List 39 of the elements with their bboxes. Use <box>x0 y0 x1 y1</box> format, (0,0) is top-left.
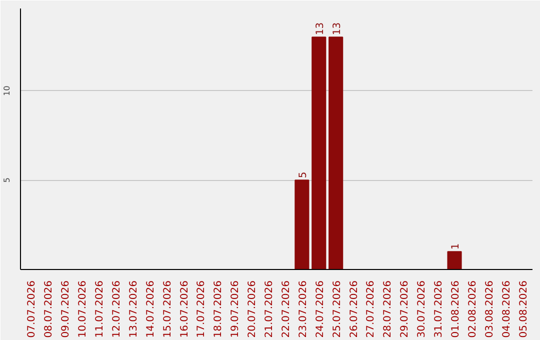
x-tick-label: 31.07.2026 <box>434 280 445 338</box>
x-tick-label: 27.07.2026 <box>366 280 377 338</box>
data-label: 1 <box>450 243 462 250</box>
x-tick-label: 24.07.2026 <box>314 280 326 338</box>
x-tick-label: 09.07.2026 <box>60 280 72 338</box>
x-tick-label: 13.07.2026 <box>128 280 140 338</box>
x-tick-label: 10.07.2026 <box>78 280 89 338</box>
bar <box>294 180 310 270</box>
x-tick-label: 02.08.2026 <box>467 280 478 338</box>
x-tick-label: 05.08.2026 <box>518 280 530 338</box>
bar <box>312 36 326 270</box>
y-tick-label: 10 <box>2 86 12 96</box>
x-tick-label: 17.07.2026 <box>196 280 208 338</box>
x-tick-label: 15.07.2026 <box>162 280 174 338</box>
data-label: 13 <box>332 22 343 36</box>
bar <box>447 251 462 270</box>
bar <box>328 36 344 270</box>
x-tick-label: 23.07.2026 <box>298 280 309 338</box>
x-tick-label: 04.08.2026 <box>501 280 512 338</box>
x-tick-label: 19.07.2026 <box>230 280 242 338</box>
x-tick-label: 11.07.2026 <box>94 280 106 338</box>
x-tick-label: 03.08.2026 <box>484 280 496 338</box>
x-tick-label: 21.07.2026 <box>264 280 276 338</box>
x-tick-label: 25.07.2026 <box>332 280 343 338</box>
x-tick-label: 28.07.2026 <box>382 280 394 338</box>
x-tick-label: 14.07.2026 <box>145 280 156 338</box>
x-tick-label: 30.07.2026 <box>416 280 428 338</box>
x-tick-label: 01.08.2026 <box>450 280 462 338</box>
x-tick-label: 16.07.2026 <box>179 280 190 338</box>
x-tick-label: 08.07.2026 <box>44 280 55 338</box>
x-tick-label: 20.07.2026 <box>247 280 258 338</box>
x-tick-label: 22.07.2026 <box>280 280 292 338</box>
x-tick-label: 29.07.2026 <box>400 280 411 338</box>
data-label: 5 <box>298 172 309 178</box>
x-tick-label: 12.07.2026 <box>111 280 122 338</box>
x-tick-label: 26.07.2026 <box>348 280 360 338</box>
x-tick-label: 18.07.2026 <box>213 280 224 338</box>
data-label: 13 <box>314 22 326 36</box>
x-tick-label: 07.07.2026 <box>26 280 38 338</box>
